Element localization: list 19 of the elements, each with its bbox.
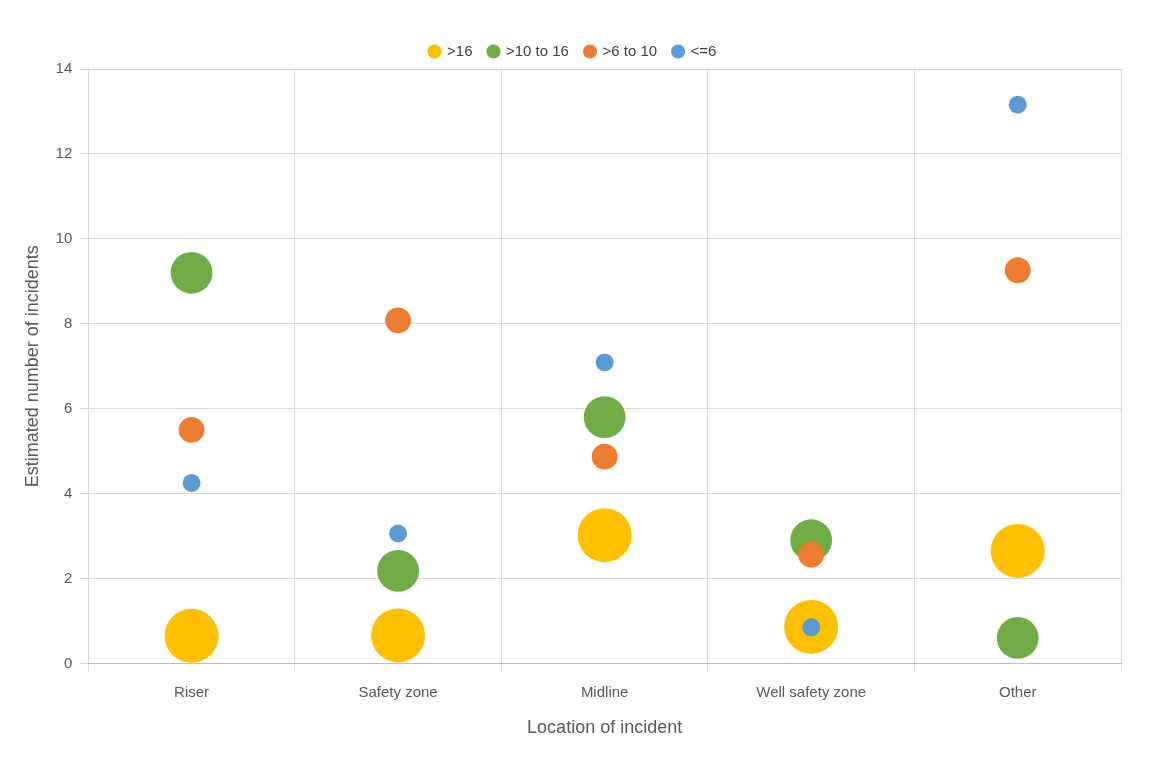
legend-label: <=6 xyxy=(690,41,717,59)
legend-label: >16 xyxy=(447,41,473,59)
legend-label: >10 to 16 xyxy=(505,41,569,59)
y-tick-label: 6 xyxy=(63,398,73,416)
x-tick-label: Other xyxy=(998,682,1037,700)
y-tick-label: 8 xyxy=(63,313,73,331)
x-tick-label: Well safety zone xyxy=(756,682,867,700)
y-tick-label: 14 xyxy=(55,59,73,77)
x-tick-label: Safety zone xyxy=(358,682,438,700)
y-tick-label: 12 xyxy=(55,144,73,162)
y-tick-label: 4 xyxy=(63,483,73,501)
x-axis-title: Location of incident xyxy=(527,717,683,738)
y-tick-label: 0 xyxy=(63,653,73,671)
x-tick-label: Midline xyxy=(580,682,629,700)
y-axis-title: Estimated number of incidents xyxy=(21,245,42,488)
legend-label: >6 to 10 xyxy=(602,41,658,59)
x-tick-label: Riser xyxy=(174,682,210,700)
y-tick-label: 2 xyxy=(63,568,73,586)
y-tick-label: 10 xyxy=(55,228,73,246)
